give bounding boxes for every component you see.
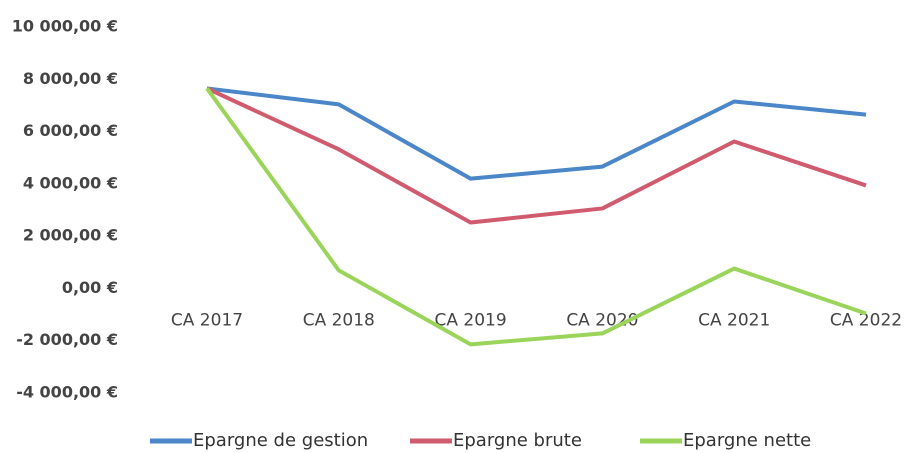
y-tick-label: 10 000,00 €: [12, 17, 118, 36]
x-tick-label: CA 2019: [435, 310, 507, 330]
y-tick-label: 8 000,00 €: [23, 69, 118, 88]
x-tick-label: CA 2022: [830, 310, 902, 330]
legend-label: Epargne nette: [683, 430, 811, 451]
y-tick-label: 6 000,00 €: [23, 121, 118, 140]
y-tick-label: -4 000,00 €: [16, 383, 118, 402]
y-tick-label: 0,00 €: [62, 278, 118, 297]
y-tick-label: 2 000,00 €: [23, 226, 118, 245]
legend-label: Epargne de gestion: [193, 430, 368, 451]
x-tick-label: CA 2018: [303, 310, 375, 330]
legend-label: Epargne brute: [453, 430, 582, 451]
x-tick-label: CA 2021: [698, 310, 770, 330]
x-tick-label: CA 2017: [171, 310, 243, 330]
y-tick-label: 4 000,00 €: [23, 173, 118, 192]
series-line: [205, 87, 867, 347]
series-line: [206, 86, 867, 225]
series-line: [206, 86, 867, 181]
y-tick-label: -2 000,00 €: [16, 330, 118, 349]
